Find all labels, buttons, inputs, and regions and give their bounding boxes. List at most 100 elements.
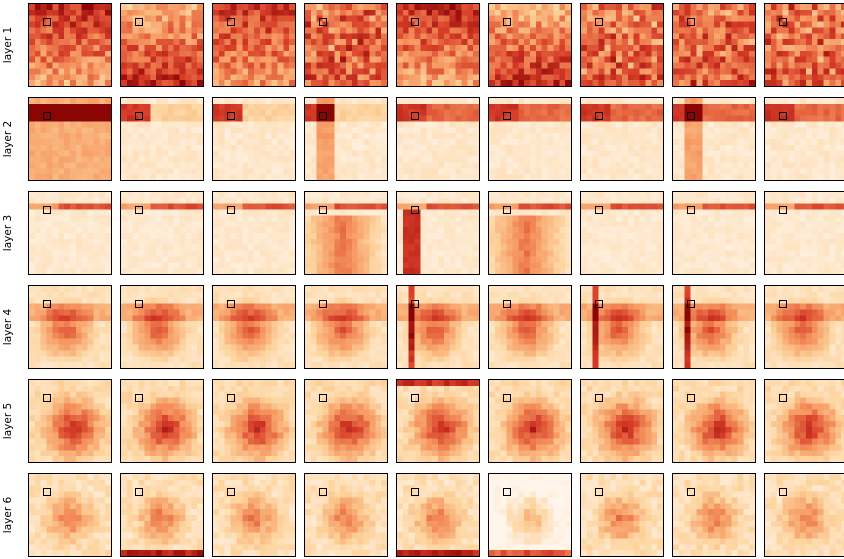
heatmap-cell bbox=[580, 97, 664, 181]
heatmap-image bbox=[397, 192, 479, 274]
heatmap-image bbox=[305, 380, 387, 462]
row-label-2: layer 2 bbox=[2, 120, 14, 158]
heatmap-cell bbox=[764, 3, 844, 87]
heatmap-cell bbox=[304, 97, 388, 181]
query-position-marker bbox=[411, 488, 419, 496]
heatmap-image bbox=[397, 380, 479, 462]
query-position-marker bbox=[227, 300, 235, 308]
query-position-marker bbox=[135, 300, 143, 308]
heatmap-cell bbox=[488, 285, 572, 369]
query-position-marker bbox=[687, 18, 695, 26]
heatmap-image bbox=[489, 474, 571, 556]
query-position-marker bbox=[503, 488, 511, 496]
heatmap-image bbox=[765, 380, 844, 462]
query-position-marker bbox=[411, 300, 419, 308]
heatmap-image bbox=[121, 286, 203, 368]
heatmap-cell bbox=[672, 473, 756, 557]
heatmap-image bbox=[397, 286, 479, 368]
query-position-marker bbox=[43, 300, 51, 308]
query-position-marker bbox=[319, 18, 327, 26]
heatmap-image bbox=[673, 474, 755, 556]
query-position-marker bbox=[227, 112, 235, 120]
heatmap-cell bbox=[672, 3, 756, 87]
heatmap-cell bbox=[212, 191, 296, 275]
heatmap-image bbox=[305, 98, 387, 180]
heatmap-cell bbox=[672, 285, 756, 369]
heatmap-image bbox=[29, 192, 111, 274]
heatmap-image bbox=[581, 380, 663, 462]
heatmap-cell bbox=[488, 379, 572, 463]
heatmap-cell bbox=[28, 97, 112, 181]
heatmap-image bbox=[305, 286, 387, 368]
heatmap-cell bbox=[396, 473, 480, 557]
heatmap-cell bbox=[580, 285, 664, 369]
query-position-marker bbox=[43, 206, 51, 214]
heatmap-cell bbox=[304, 379, 388, 463]
query-position-marker bbox=[43, 112, 51, 120]
query-position-marker bbox=[43, 394, 51, 402]
query-position-marker bbox=[779, 18, 787, 26]
heatmap-image bbox=[213, 380, 295, 462]
heatmap-cell bbox=[212, 285, 296, 369]
heatmap-cell bbox=[580, 473, 664, 557]
query-position-marker bbox=[595, 112, 603, 120]
heatmap-cell bbox=[488, 191, 572, 275]
heatmap-cell bbox=[580, 3, 664, 87]
query-position-marker bbox=[411, 18, 419, 26]
heatmap-cell bbox=[212, 97, 296, 181]
query-position-marker bbox=[411, 206, 419, 214]
heatmap-image bbox=[765, 4, 844, 86]
heatmap-image bbox=[489, 380, 571, 462]
heatmap-cell bbox=[580, 191, 664, 275]
heatmap-image bbox=[489, 286, 571, 368]
query-position-marker bbox=[779, 112, 787, 120]
heatmap-image bbox=[673, 192, 755, 274]
heatmap-cell bbox=[764, 285, 844, 369]
heatmap-cell bbox=[672, 379, 756, 463]
query-position-marker bbox=[227, 18, 235, 26]
query-position-marker bbox=[779, 488, 787, 496]
row-label-5: layer 5 bbox=[2, 402, 14, 440]
heatmap-cell bbox=[304, 285, 388, 369]
heatmap-image bbox=[765, 474, 844, 556]
heatmap-cell bbox=[120, 191, 204, 275]
heatmap-cell bbox=[28, 191, 112, 275]
query-position-marker bbox=[503, 18, 511, 26]
heatmap-cell bbox=[120, 379, 204, 463]
query-position-marker bbox=[595, 300, 603, 308]
heatmap-image bbox=[29, 4, 111, 86]
heatmap-cell bbox=[672, 191, 756, 275]
query-position-marker bbox=[135, 18, 143, 26]
query-position-marker bbox=[135, 488, 143, 496]
query-position-marker bbox=[595, 18, 603, 26]
heatmap-image bbox=[121, 4, 203, 86]
heatmap-cell bbox=[120, 285, 204, 369]
heatmap-image bbox=[581, 474, 663, 556]
heatmap-image bbox=[581, 98, 663, 180]
heatmap-image bbox=[489, 98, 571, 180]
query-position-marker bbox=[135, 206, 143, 214]
query-position-marker bbox=[779, 394, 787, 402]
heatmap-cell bbox=[764, 473, 844, 557]
heatmap-cell bbox=[396, 3, 480, 87]
heatmap-cell bbox=[764, 191, 844, 275]
heatmap-image bbox=[765, 192, 844, 274]
query-position-marker bbox=[779, 206, 787, 214]
heatmap-image bbox=[213, 98, 295, 180]
heatmap-cell bbox=[396, 285, 480, 369]
heatmap-image bbox=[213, 192, 295, 274]
query-position-marker bbox=[687, 300, 695, 308]
heatmap-image bbox=[305, 192, 387, 274]
row-label-4: layer 4 bbox=[2, 308, 14, 346]
query-position-marker bbox=[227, 394, 235, 402]
heatmap-image bbox=[213, 4, 295, 86]
query-position-marker bbox=[319, 394, 327, 402]
heatmap-image bbox=[489, 192, 571, 274]
heatmap-cell bbox=[764, 97, 844, 181]
query-position-marker bbox=[43, 488, 51, 496]
query-position-marker bbox=[595, 394, 603, 402]
heatmap-cell bbox=[488, 473, 572, 557]
heatmap-cell bbox=[28, 3, 112, 87]
heatmap-image bbox=[29, 286, 111, 368]
heatmap-cell bbox=[28, 473, 112, 557]
